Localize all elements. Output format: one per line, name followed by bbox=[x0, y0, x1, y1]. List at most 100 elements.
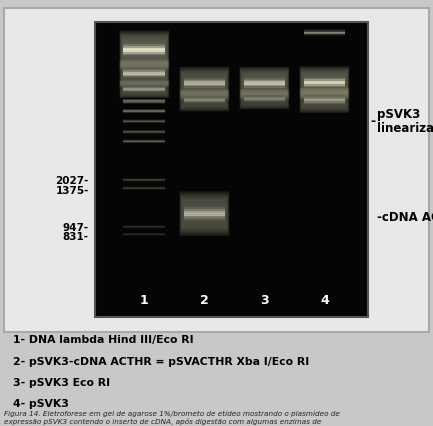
Bar bbox=[123, 43, 165, 45]
Bar bbox=[123, 181, 165, 182]
Bar bbox=[123, 188, 165, 189]
Bar bbox=[123, 179, 165, 180]
FancyBboxPatch shape bbox=[120, 33, 169, 68]
Bar bbox=[184, 83, 225, 86]
Bar bbox=[123, 102, 165, 104]
Bar bbox=[184, 218, 225, 221]
Bar bbox=[123, 120, 165, 121]
Bar bbox=[123, 227, 165, 228]
Bar bbox=[243, 81, 285, 83]
Bar bbox=[123, 102, 165, 103]
Bar bbox=[184, 102, 225, 103]
Bar bbox=[184, 98, 225, 100]
FancyBboxPatch shape bbox=[180, 90, 229, 112]
FancyBboxPatch shape bbox=[239, 90, 289, 110]
Bar bbox=[123, 92, 165, 93]
FancyBboxPatch shape bbox=[121, 64, 168, 84]
Text: 1375-: 1375- bbox=[55, 186, 89, 196]
Bar bbox=[123, 112, 165, 113]
Text: linearizado: linearizado bbox=[377, 121, 433, 134]
FancyBboxPatch shape bbox=[240, 91, 289, 109]
Bar bbox=[243, 88, 285, 90]
Bar bbox=[123, 141, 165, 142]
Bar bbox=[123, 122, 165, 123]
Bar bbox=[123, 74, 165, 75]
Bar bbox=[123, 90, 165, 92]
Bar bbox=[304, 99, 345, 101]
FancyBboxPatch shape bbox=[121, 37, 168, 64]
Bar bbox=[123, 134, 165, 135]
Bar bbox=[304, 96, 345, 98]
FancyBboxPatch shape bbox=[120, 83, 168, 97]
Bar bbox=[304, 33, 345, 35]
Bar bbox=[123, 47, 165, 49]
Text: 3: 3 bbox=[260, 294, 269, 307]
Bar bbox=[243, 78, 285, 79]
Bar bbox=[304, 32, 345, 33]
Bar bbox=[123, 180, 165, 181]
Bar bbox=[123, 226, 165, 227]
Bar bbox=[123, 143, 165, 144]
Bar bbox=[243, 99, 285, 100]
Bar bbox=[123, 227, 165, 228]
Bar bbox=[123, 122, 165, 123]
Bar bbox=[123, 235, 165, 236]
Text: 4: 4 bbox=[320, 294, 329, 307]
FancyBboxPatch shape bbox=[301, 91, 348, 111]
Bar bbox=[123, 54, 165, 56]
Bar bbox=[184, 85, 225, 87]
Bar bbox=[123, 110, 165, 111]
Bar bbox=[243, 96, 285, 97]
Bar bbox=[123, 89, 165, 91]
Bar bbox=[184, 81, 225, 83]
FancyBboxPatch shape bbox=[301, 70, 348, 97]
Bar bbox=[123, 76, 165, 78]
Text: 2027-: 2027- bbox=[55, 176, 89, 186]
FancyBboxPatch shape bbox=[241, 92, 288, 108]
Bar bbox=[123, 133, 165, 134]
Bar bbox=[243, 79, 285, 81]
FancyBboxPatch shape bbox=[180, 192, 229, 236]
Bar bbox=[123, 228, 165, 229]
FancyBboxPatch shape bbox=[181, 92, 228, 110]
FancyBboxPatch shape bbox=[120, 35, 168, 66]
Text: 831-: 831- bbox=[63, 232, 89, 242]
Text: 1: 1 bbox=[140, 294, 149, 307]
FancyBboxPatch shape bbox=[120, 81, 169, 99]
Bar bbox=[123, 141, 165, 142]
Bar bbox=[304, 34, 345, 35]
Bar bbox=[123, 45, 165, 47]
Bar bbox=[123, 121, 165, 122]
FancyBboxPatch shape bbox=[300, 89, 349, 114]
Bar bbox=[184, 100, 225, 101]
FancyBboxPatch shape bbox=[120, 62, 169, 86]
Bar bbox=[123, 70, 165, 72]
Bar bbox=[123, 132, 165, 134]
Bar bbox=[184, 207, 225, 210]
Text: 1- DNA lambda Hind III/Eco RI: 1- DNA lambda Hind III/Eco RI bbox=[13, 334, 194, 344]
Bar bbox=[243, 86, 285, 89]
Text: 2: 2 bbox=[200, 294, 209, 307]
Bar bbox=[123, 131, 165, 132]
FancyBboxPatch shape bbox=[120, 82, 169, 98]
FancyBboxPatch shape bbox=[301, 72, 348, 95]
Text: -cDNA ACTHR: -cDNA ACTHR bbox=[377, 211, 433, 224]
Bar bbox=[304, 98, 345, 100]
Bar bbox=[184, 97, 225, 98]
Bar bbox=[123, 189, 165, 190]
Bar bbox=[304, 101, 345, 102]
Bar bbox=[123, 180, 165, 181]
Bar bbox=[304, 30, 345, 32]
Bar bbox=[304, 31, 345, 32]
Bar bbox=[184, 103, 225, 104]
FancyBboxPatch shape bbox=[180, 69, 229, 99]
Bar bbox=[123, 233, 165, 234]
Bar bbox=[123, 113, 165, 114]
Bar bbox=[123, 88, 165, 89]
Bar bbox=[123, 130, 165, 131]
Bar bbox=[123, 132, 165, 133]
Bar bbox=[123, 86, 165, 87]
FancyBboxPatch shape bbox=[181, 196, 228, 232]
Bar bbox=[243, 83, 285, 86]
FancyBboxPatch shape bbox=[180, 68, 229, 100]
